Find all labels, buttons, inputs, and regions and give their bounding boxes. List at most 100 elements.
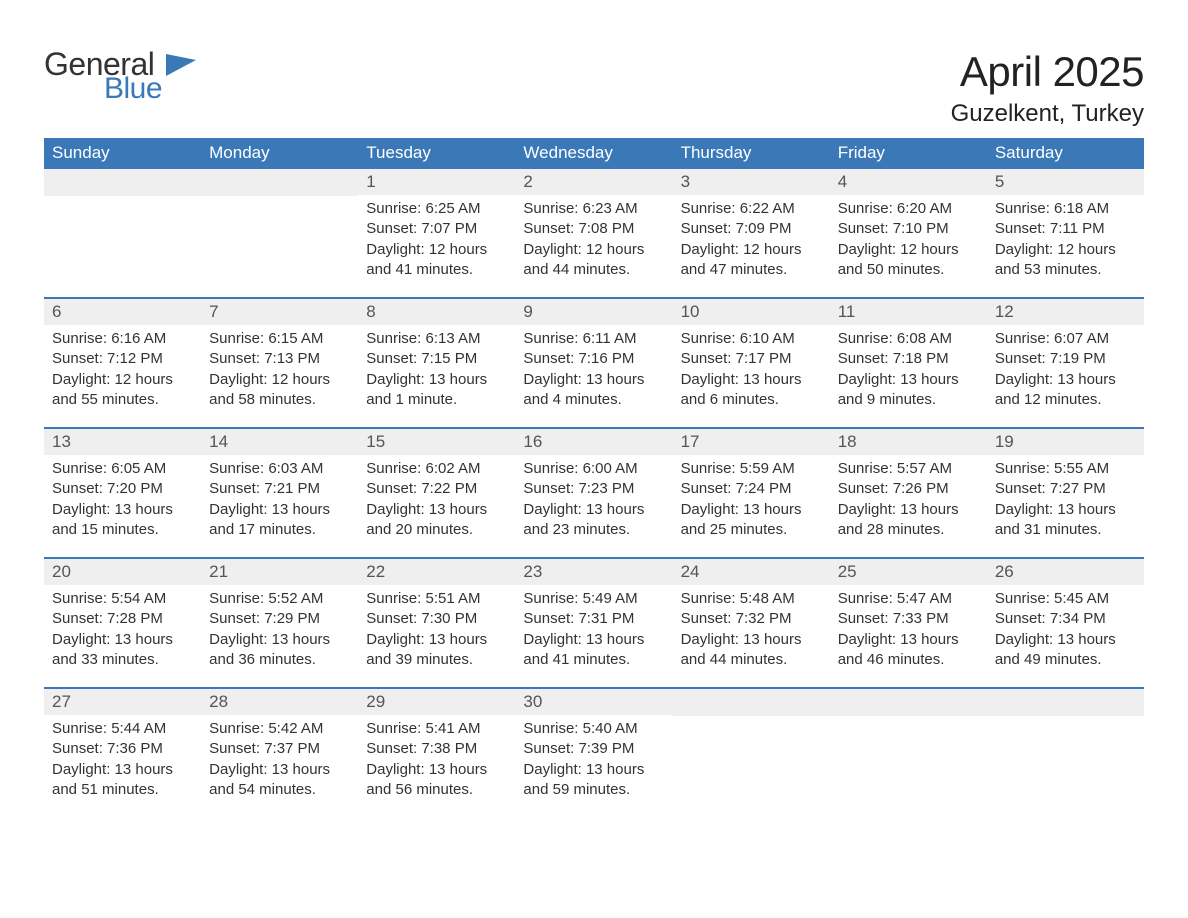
daylight-line: Daylight: 13 hours and 15 minutes. [52, 500, 193, 541]
daylight-line: Daylight: 13 hours and 23 minutes. [523, 500, 664, 541]
day-body: Sunrise: 6:03 AMSunset: 7:21 PMDaylight:… [201, 455, 358, 548]
calendar-week: 27Sunrise: 5:44 AMSunset: 7:36 PMDayligh… [44, 687, 1144, 817]
day-number: 9 [523, 302, 532, 321]
day-number: 23 [523, 562, 542, 581]
day-number-row: 1 [358, 169, 515, 195]
day-body: Sunrise: 5:45 AMSunset: 7:34 PMDaylight:… [987, 585, 1144, 678]
daylight-line: Daylight: 13 hours and 59 minutes. [523, 760, 664, 801]
day-number-row: 9 [515, 299, 672, 325]
day-body: Sunrise: 5:48 AMSunset: 7:32 PMDaylight:… [673, 585, 830, 678]
day-number: 20 [52, 562, 71, 581]
daylight-line: Daylight: 13 hours and 36 minutes. [209, 630, 350, 671]
sunset-line: Sunset: 7:16 PM [523, 349, 664, 369]
day-body: Sunrise: 6:25 AMSunset: 7:07 PMDaylight:… [358, 195, 515, 288]
calendar-day: 16Sunrise: 6:00 AMSunset: 7:23 PMDayligh… [515, 429, 672, 557]
location: Guzelkent, Turkey [951, 100, 1144, 128]
calendar-day: 18Sunrise: 5:57 AMSunset: 7:26 PMDayligh… [830, 429, 987, 557]
daylight-line: Daylight: 12 hours and 41 minutes. [366, 240, 507, 281]
calendar-week: 1 Sunrise: 6:25 AMSunset: 7:07 PMDaylight… [44, 169, 1144, 297]
day-number-row [830, 689, 987, 716]
sunrise-line: Sunrise: 6:13 AM [366, 329, 507, 349]
day-number-row: 7 [201, 299, 358, 325]
day-number-row [201, 169, 358, 196]
calendar-day: 1 Sunrise: 6:25 AMSunset: 7:07 PMDaylight… [358, 169, 515, 297]
calendar-day: 5Sunrise: 6:18 AMSunset: 7:11 PMDaylight… [987, 169, 1144, 297]
calendar-day: 26Sunrise: 5:45 AMSunset: 7:34 PMDayligh… [987, 559, 1144, 687]
sunset-line: Sunset: 7:33 PM [838, 609, 979, 629]
calendar-header-cell: Wednesday [515, 138, 672, 169]
sunset-line: Sunset: 7:19 PM [995, 349, 1136, 369]
sunrise-line: Sunrise: 5:55 AM [995, 459, 1136, 479]
daylight-line: Daylight: 13 hours and 51 minutes. [52, 760, 193, 801]
day-number-row: 10 [673, 299, 830, 325]
sunset-line: Sunset: 7:08 PM [523, 219, 664, 239]
sunrise-line: Sunrise: 5:40 AM [523, 719, 664, 739]
sunrise-line: Sunrise: 6:03 AM [209, 459, 350, 479]
day-number-row [987, 689, 1144, 716]
day-number: 13 [52, 432, 71, 451]
day-number: 3 [681, 172, 690, 191]
calendar-day: 6Sunrise: 6:16 AMSunset: 7:12 PMDaylight… [44, 299, 201, 427]
sunset-line: Sunset: 7:09 PM [681, 219, 822, 239]
sunrise-line: Sunrise: 6:16 AM [52, 329, 193, 349]
calendar-day: 30Sunrise: 5:40 AMSunset: 7:39 PMDayligh… [515, 689, 672, 817]
day-number-row: 20 [44, 559, 201, 585]
day-number-row: 15 [358, 429, 515, 455]
day-number-row: 27 [44, 689, 201, 715]
calendar-header-cell: Saturday [987, 138, 1144, 169]
calendar-day: 4Sunrise: 6:20 AMSunset: 7:10 PMDaylight… [830, 169, 987, 297]
day-number: 24 [681, 562, 700, 581]
sunrise-line: Sunrise: 5:42 AM [209, 719, 350, 739]
sunset-line: Sunset: 7:22 PM [366, 479, 507, 499]
day-number: 29 [366, 692, 385, 711]
calendar-day: 11Sunrise: 6:08 AMSunset: 7:18 PMDayligh… [830, 299, 987, 427]
sunset-line: Sunset: 7:18 PM [838, 349, 979, 369]
day-body: Sunrise: 6:22 AMSunset: 7:09 PMDaylight:… [673, 195, 830, 288]
day-number: 27 [52, 692, 71, 711]
daylight-line: Daylight: 13 hours and 6 minutes. [681, 370, 822, 411]
day-body: Sunrise: 6:00 AMSunset: 7:23 PMDaylight:… [515, 455, 672, 548]
sunset-line: Sunset: 7:23 PM [523, 479, 664, 499]
day-number-row [44, 169, 201, 196]
calendar-header-cell: Monday [201, 138, 358, 169]
day-body: Sunrise: 5:54 AMSunset: 7:28 PMDaylight:… [44, 585, 201, 678]
day-number-row: 16 [515, 429, 672, 455]
day-number: 6 [52, 302, 61, 321]
day-body: Sunrise: 5:40 AMSunset: 7:39 PMDaylight:… [515, 715, 672, 808]
daylight-line: Daylight: 13 hours and 39 minutes. [366, 630, 507, 671]
sunrise-line: Sunrise: 6:05 AM [52, 459, 193, 479]
day-body: Sunrise: 6:15 AMSunset: 7:13 PMDaylight:… [201, 325, 358, 418]
calendar-day: 21Sunrise: 5:52 AMSunset: 7:29 PMDayligh… [201, 559, 358, 687]
calendar-header-cell: Thursday [673, 138, 830, 169]
day-number-row [673, 689, 830, 716]
day-number-row: 24 [673, 559, 830, 585]
calendar-week: 6Sunrise: 6:16 AMSunset: 7:12 PMDaylight… [44, 297, 1144, 427]
day-body: Sunrise: 5:55 AMSunset: 7:27 PMDaylight:… [987, 455, 1144, 548]
day-body: Sunrise: 5:57 AMSunset: 7:26 PMDaylight:… [830, 455, 987, 548]
calendar-day: 3 Sunrise: 6:22 AMSunset: 7:09 PMDaylight… [673, 169, 830, 297]
sunset-line: Sunset: 7:36 PM [52, 739, 193, 759]
day-number-row: 21 [201, 559, 358, 585]
sunset-line: Sunset: 7:37 PM [209, 739, 350, 759]
calendar-header-row: SundayMondayTuesdayWednesdayThursdayFrid… [44, 138, 1144, 169]
daylight-line: Daylight: 13 hours and 41 minutes. [523, 630, 664, 671]
day-number-row: 26 [987, 559, 1144, 585]
day-number-row: 19 [987, 429, 1144, 455]
calendar-day [673, 689, 830, 817]
title-block: April 2025 Guzelkent, Turkey [951, 48, 1144, 128]
day-body: Sunrise: 6:07 AMSunset: 7:19 PMDaylight:… [987, 325, 1144, 418]
day-number-row: 17 [673, 429, 830, 455]
daylight-line: Daylight: 13 hours and 49 minutes. [995, 630, 1136, 671]
day-body: Sunrise: 6:20 AMSunset: 7:10 PMDaylight:… [830, 195, 987, 288]
day-body: Sunrise: 5:42 AMSunset: 7:37 PMDaylight:… [201, 715, 358, 808]
day-number-row: 5 [987, 169, 1144, 195]
day-number: 1 [366, 172, 375, 191]
day-number-row: 11 [830, 299, 987, 325]
sunrise-line: Sunrise: 6:08 AM [838, 329, 979, 349]
sunrise-line: Sunrise: 5:52 AM [209, 589, 350, 609]
sunset-line: Sunset: 7:39 PM [523, 739, 664, 759]
calendar-day: 9Sunrise: 6:11 AMSunset: 7:16 PMDaylight… [515, 299, 672, 427]
day-number: 19 [995, 432, 1014, 451]
calendar-day [830, 689, 987, 817]
sunset-line: Sunset: 7:24 PM [681, 479, 822, 499]
